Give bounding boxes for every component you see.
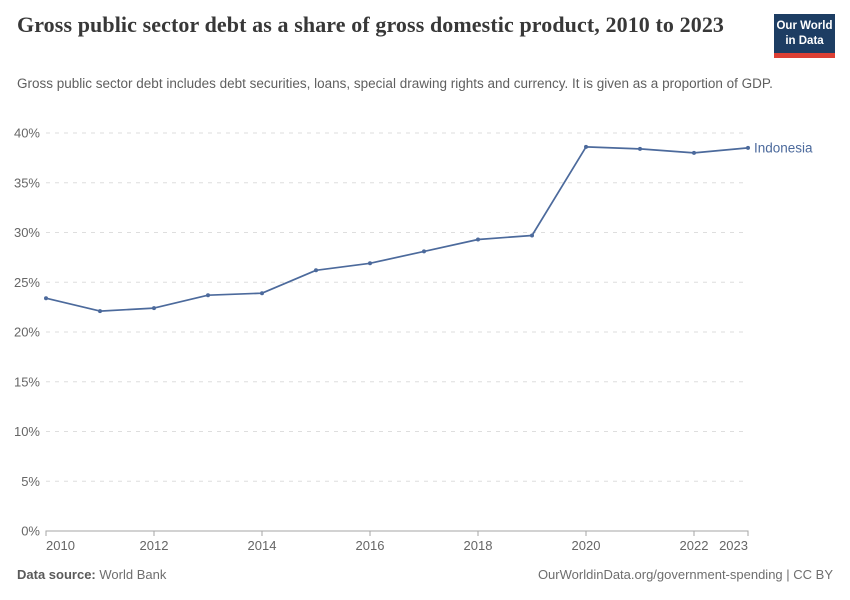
y-tick-label: 20% bbox=[14, 325, 40, 340]
x-tick-label: 2023 bbox=[719, 538, 748, 553]
data-point-2019[interactable] bbox=[530, 233, 534, 238]
data-point-2010[interactable] bbox=[44, 296, 48, 301]
x-tick-label: 2010 bbox=[46, 538, 75, 553]
x-tick-label: 2012 bbox=[140, 538, 169, 553]
y-tick-label: 35% bbox=[14, 175, 40, 190]
x-tick-label: 2018 bbox=[464, 538, 493, 553]
data-point-2014[interactable] bbox=[260, 291, 264, 296]
data-point-2018[interactable] bbox=[476, 237, 480, 242]
x-tick-label: 2016 bbox=[356, 538, 385, 553]
owid-logo-line2: in Data bbox=[785, 34, 824, 47]
x-tick-label: 2020 bbox=[572, 538, 601, 553]
y-tick-label: 15% bbox=[14, 374, 40, 389]
page-title: Gross public sector debt as a share of g… bbox=[17, 12, 725, 37]
x-tick-label: 2022 bbox=[680, 538, 709, 553]
data-point-2023[interactable] bbox=[746, 145, 750, 150]
chart-footer: Data source: World Bank OurWorldinData.o… bbox=[17, 567, 833, 582]
data-source: Data source: World Bank bbox=[17, 567, 166, 582]
data-point-2021[interactable] bbox=[638, 146, 642, 151]
data-point-2012[interactable] bbox=[152, 306, 156, 311]
data-point-2015[interactable] bbox=[314, 268, 318, 273]
y-tick-label: 0% bbox=[21, 524, 40, 539]
data-point-2016[interactable] bbox=[368, 261, 372, 266]
chart-subtitle: Gross public sector debt includes debt s… bbox=[17, 76, 773, 91]
y-tick-label: 5% bbox=[21, 474, 40, 489]
y-tick-label: 25% bbox=[14, 275, 40, 290]
data-source-label: Data source: bbox=[17, 567, 96, 582]
series-line-indonesia[interactable] bbox=[45, 146, 749, 312]
owid-logo[interactable]: Our World in Data bbox=[774, 14, 835, 58]
data-point-2022[interactable] bbox=[692, 150, 696, 155]
x-axis-line bbox=[45, 530, 749, 536]
x-tick-label: 2014 bbox=[248, 538, 277, 553]
owid-logo-line1: Our World bbox=[776, 20, 833, 32]
data-point-2013[interactable] bbox=[206, 293, 210, 298]
y-tick-label: 40% bbox=[14, 126, 40, 141]
series-end-label: Indonesia bbox=[754, 140, 813, 155]
data-source-value: World Bank bbox=[99, 567, 167, 582]
y-tick-label: 10% bbox=[14, 424, 40, 439]
data-point-2011[interactable] bbox=[98, 309, 102, 314]
attribution: OurWorldinData.org/government-spending |… bbox=[537, 567, 833, 582]
data-point-2020[interactable] bbox=[584, 144, 588, 149]
y-tick-label: 30% bbox=[14, 225, 40, 240]
data-point-2017[interactable] bbox=[422, 249, 426, 254]
